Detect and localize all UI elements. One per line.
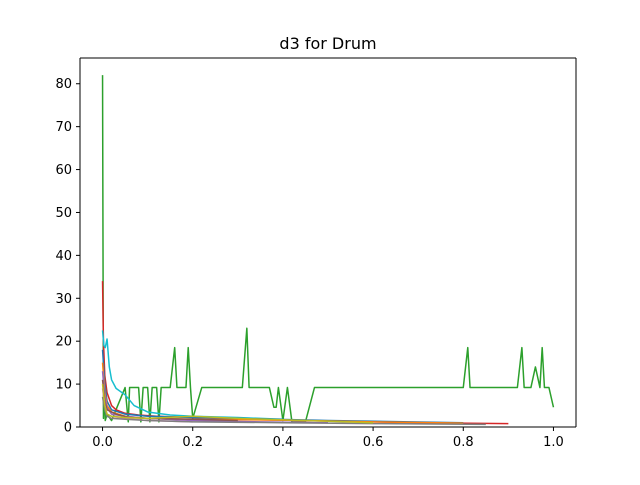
y-tick-label: 10	[55, 378, 72, 393]
x-tick-label: 0.2	[182, 435, 203, 450]
series-line-10	[101, 384, 374, 424]
chart-title: d3 for Drum	[279, 34, 376, 53]
x-tick-label: 0.4	[273, 435, 294, 450]
y-tick-label: 80	[55, 77, 72, 92]
y-tick-label: 50	[55, 206, 72, 221]
series-line-1	[101, 75, 555, 423]
series-line-4	[101, 349, 464, 424]
x-tick-label: 0.0	[92, 435, 113, 450]
y-tick-label: 20	[55, 335, 72, 350]
axes-layer: 0.0 0.2 0.4 0.6 0.8 1.0 0 10 20 30 40 50 60 70 80	[55, 57, 577, 450]
y-tick-label: 40	[55, 249, 72, 264]
y-tick-label: 30	[55, 292, 72, 307]
series-line-9	[101, 396, 486, 426]
y-tick-label: 0	[64, 421, 72, 436]
y-tick-label: 70	[55, 120, 72, 135]
series-layer	[101, 75, 555, 426]
x-tick-label: 0.8	[453, 435, 474, 450]
y-tick-label: 60	[55, 163, 72, 178]
series-line-2	[101, 281, 509, 425]
x-tick-label: 1.0	[543, 435, 564, 450]
x-tick-label: 0.6	[363, 435, 384, 450]
